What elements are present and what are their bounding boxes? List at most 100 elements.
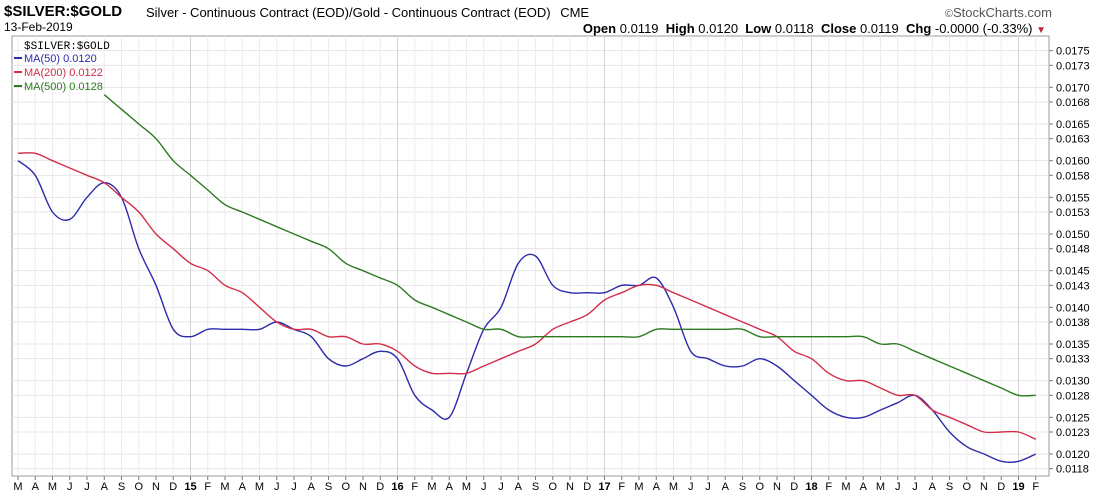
- x-tick-label: N: [359, 481, 367, 493]
- x-tick-label: M: [48, 481, 57, 493]
- x-tick-label: O: [341, 481, 350, 493]
- plot-frame: [11, 35, 1050, 477]
- y-tick-label: 0.0120: [1056, 449, 1090, 461]
- high-value: 0.0120: [698, 21, 739, 36]
- y-tick-label: 0.0168: [1056, 97, 1090, 109]
- x-tick-label: J: [688, 481, 694, 493]
- x-tick-label: M: [220, 481, 229, 493]
- x-tick-label: O: [962, 481, 971, 493]
- x-tick-label: A: [860, 481, 868, 493]
- x-tick-label: 18: [805, 481, 817, 493]
- x-tick-label: N: [773, 481, 781, 493]
- x-tick-label: D: [376, 481, 384, 493]
- y-tick-label: 0.0140: [1056, 302, 1090, 314]
- x-tick-label: S: [946, 481, 953, 493]
- x-tick-label: 16: [391, 481, 403, 493]
- y-tick-label: 0.0165: [1056, 119, 1090, 131]
- low-label: Low: [745, 21, 772, 36]
- x-tick-label: F: [1032, 481, 1039, 493]
- x-tick-label: M: [876, 481, 885, 493]
- brand-name: StockCharts.com: [953, 5, 1052, 20]
- legend-label: MA(50) 0.0120: [24, 53, 97, 65]
- ohlc-readout: Open 0.0119 High 0.0120 Low 0.0118 Close…: [583, 21, 1046, 36]
- y-tick-label: 0.0148: [1056, 244, 1090, 256]
- y-tick-label: 0.0170: [1056, 82, 1090, 94]
- x-tick-label: D: [790, 481, 798, 493]
- x-tick-label: A: [722, 481, 730, 493]
- x-tick-label: M: [841, 481, 850, 493]
- x-tick-label: M: [427, 481, 436, 493]
- x-tick-label: D: [997, 481, 1005, 493]
- close-label: Close: [820, 21, 857, 36]
- x-tick-label: A: [101, 481, 109, 493]
- legend-label: MA(500) 0.0128: [24, 81, 103, 93]
- x-tick-label: J: [67, 481, 73, 493]
- y-tick-label: 0.0153: [1056, 207, 1090, 219]
- x-tick-label: F: [618, 481, 625, 493]
- x-tick-label: M: [462, 481, 471, 493]
- chart-symbol: $SILVER:$GOLD: [4, 3, 123, 20]
- y-tick-label: 0.0138: [1056, 317, 1090, 329]
- y-tick-label: 0.0160: [1056, 156, 1090, 168]
- legend-label: MA(200) 0.0122: [24, 67, 103, 79]
- y-tick-label: 0.0173: [1056, 60, 1090, 72]
- x-tick-label: M: [669, 481, 678, 493]
- x-tick-label: M: [255, 481, 264, 493]
- y-tick-label: 0.0123: [1056, 427, 1090, 439]
- x-tick-label: A: [515, 481, 523, 493]
- x-tick-label: O: [134, 481, 143, 493]
- x-tick-label: D: [169, 481, 177, 493]
- x-tick-label: S: [118, 481, 125, 493]
- x-tick-label: M: [13, 481, 22, 493]
- x-tick-label: J: [912, 481, 918, 493]
- x-tick-label: O: [548, 481, 557, 493]
- x-tick-label: A: [653, 481, 661, 493]
- chart-date: 13-Feb-2019: [4, 20, 73, 34]
- y-tick-label: 0.0150: [1056, 229, 1090, 241]
- x-tick-label: J: [291, 481, 297, 493]
- x-tick-label: F: [825, 481, 832, 493]
- brand-link[interactable]: ©StockCharts.com: [945, 5, 1052, 20]
- x-tick-label: J: [895, 481, 901, 493]
- high-label: High: [665, 21, 695, 36]
- x-tick-label: 19: [1012, 481, 1024, 493]
- x-tick-label: S: [739, 481, 746, 493]
- x-tick-label: A: [308, 481, 316, 493]
- x-tick-label: 15: [184, 481, 196, 493]
- x-tick-label: F: [411, 481, 418, 493]
- x-tick-label: F: [204, 481, 211, 493]
- low-value: 0.0118: [774, 21, 814, 36]
- series-line-0: [17, 160, 1037, 463]
- x-tick-label: N: [566, 481, 574, 493]
- x-tick-label: J: [498, 481, 504, 493]
- y-tick-label: 0.0163: [1056, 134, 1090, 146]
- x-tick-label: A: [32, 481, 40, 493]
- y-tick-label: 0.0155: [1056, 192, 1090, 204]
- y-tick-label: 0.0128: [1056, 390, 1090, 402]
- x-tick-label: S: [325, 481, 332, 493]
- x-tick-label: J: [481, 481, 487, 493]
- series-line-1: [17, 152, 1037, 440]
- chart-description: Silver - Continuous Contract (EOD)/Gold …: [146, 5, 589, 20]
- x-tick-label: N: [980, 481, 988, 493]
- open-value: 0.0119: [619, 21, 659, 36]
- description-text: Silver - Continuous Contract (EOD)/Gold …: [146, 5, 551, 20]
- x-tick-label: J: [705, 481, 711, 493]
- chg-label: Chg: [906, 21, 932, 36]
- y-tick-label: 0.0133: [1056, 354, 1090, 366]
- x-tick-label: J: [84, 481, 90, 493]
- x-tick-label: S: [532, 481, 539, 493]
- open-label: Open: [582, 21, 617, 36]
- x-tick-label: A: [446, 481, 454, 493]
- down-triangle-icon: ▼: [1036, 25, 1046, 36]
- y-tick-label: 0.0175: [1056, 46, 1090, 58]
- y-tick-label: 0.0143: [1056, 280, 1090, 292]
- series-line-2: [103, 94, 1036, 397]
- x-tick-label: D: [583, 481, 591, 493]
- x-tick-label: N: [152, 481, 160, 493]
- x-tick-label: A: [929, 481, 937, 493]
- copyright-mark: ©: [944, 8, 954, 20]
- y-tick-label: 0.0135: [1056, 339, 1090, 351]
- y-tick-label: 0.0125: [1056, 412, 1090, 424]
